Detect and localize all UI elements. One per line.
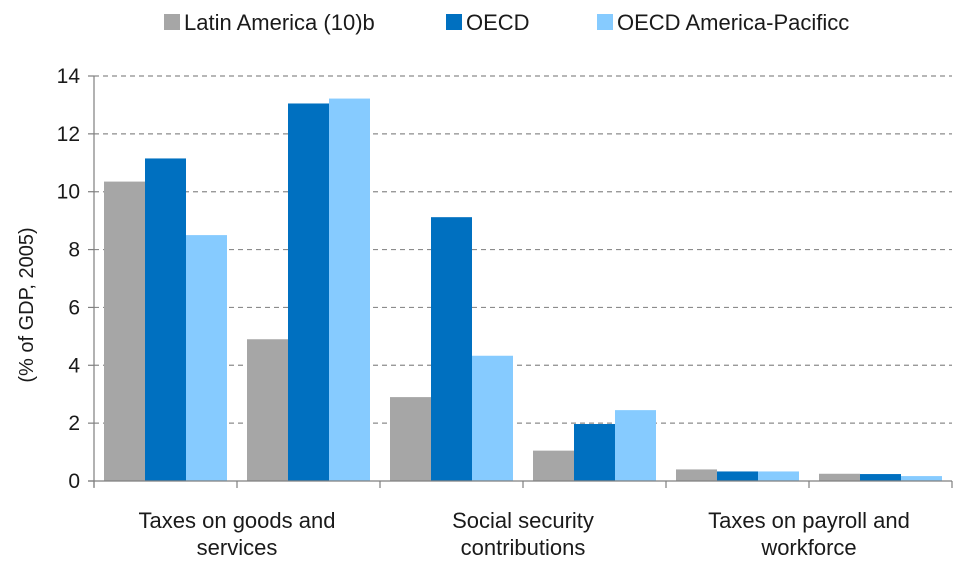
bar-series-1-group-1 [288, 103, 329, 481]
legend-label-0: Latin America (10)b [184, 10, 375, 35]
legend-swatch-2 [597, 14, 613, 30]
bar-series-2-group-1 [329, 98, 370, 482]
legend-swatch-1 [446, 14, 462, 30]
category-label-1: Social security contributions [452, 508, 594, 560]
y-axis-title: (% of GDP, 2005) [16, 227, 38, 382]
y-tick-label-0: 0 [68, 470, 80, 493]
category-label-0: Taxes on goods and services [139, 508, 336, 560]
bar-series-0-group-0 [104, 181, 145, 481]
bar-series-1-group-2 [431, 217, 472, 481]
axes [88, 75, 953, 488]
y-tick-label-6: 6 [68, 296, 80, 319]
bar-series-1-group-4 [717, 471, 758, 481]
bar-series-0-group-1 [247, 339, 288, 481]
bar-series-1-group-5 [860, 474, 901, 481]
y-tick-label-8: 8 [68, 239, 80, 262]
y-tick-labels: 0 2 4 6 8 10 12 14 [57, 65, 81, 493]
bar-series-1-group-3 [574, 424, 615, 481]
bar-series-2-group-2 [472, 355, 513, 481]
bar-series-2-group-4 [758, 471, 799, 481]
y-tick-label-14: 14 [57, 65, 81, 88]
y-tick-label-10: 10 [57, 181, 80, 204]
legend: Latin America (10)b OECD OECD America-Paci… [164, 10, 849, 35]
bar-series-1-group-0 [145, 158, 186, 482]
bar-series-0-group-3 [533, 450, 574, 481]
legend-swatch-0 [164, 14, 180, 30]
y-tick-label-4: 4 [68, 354, 80, 377]
y-tick-label-2: 2 [68, 412, 80, 435]
bar-series-0-group-2 [390, 397, 431, 481]
legend-label-2: OECD America-Pacificc [617, 10, 849, 35]
category-labels: Taxes on goods and services Social securit… [139, 508, 910, 560]
bar-series-0-group-5 [819, 473, 860, 481]
category-label-2: Taxes on payroll and workforce [708, 508, 910, 560]
gridlines [94, 75, 952, 424]
legend-label-1: OECD [466, 10, 530, 35]
bars [104, 98, 942, 482]
bar-series-2-group-0 [186, 235, 227, 481]
bar-series-0-group-4 [676, 469, 717, 481]
bar-series-2-group-3 [615, 410, 656, 481]
bar-series-2-group-5 [901, 476, 942, 481]
y-tick-label-12: 12 [57, 123, 80, 146]
